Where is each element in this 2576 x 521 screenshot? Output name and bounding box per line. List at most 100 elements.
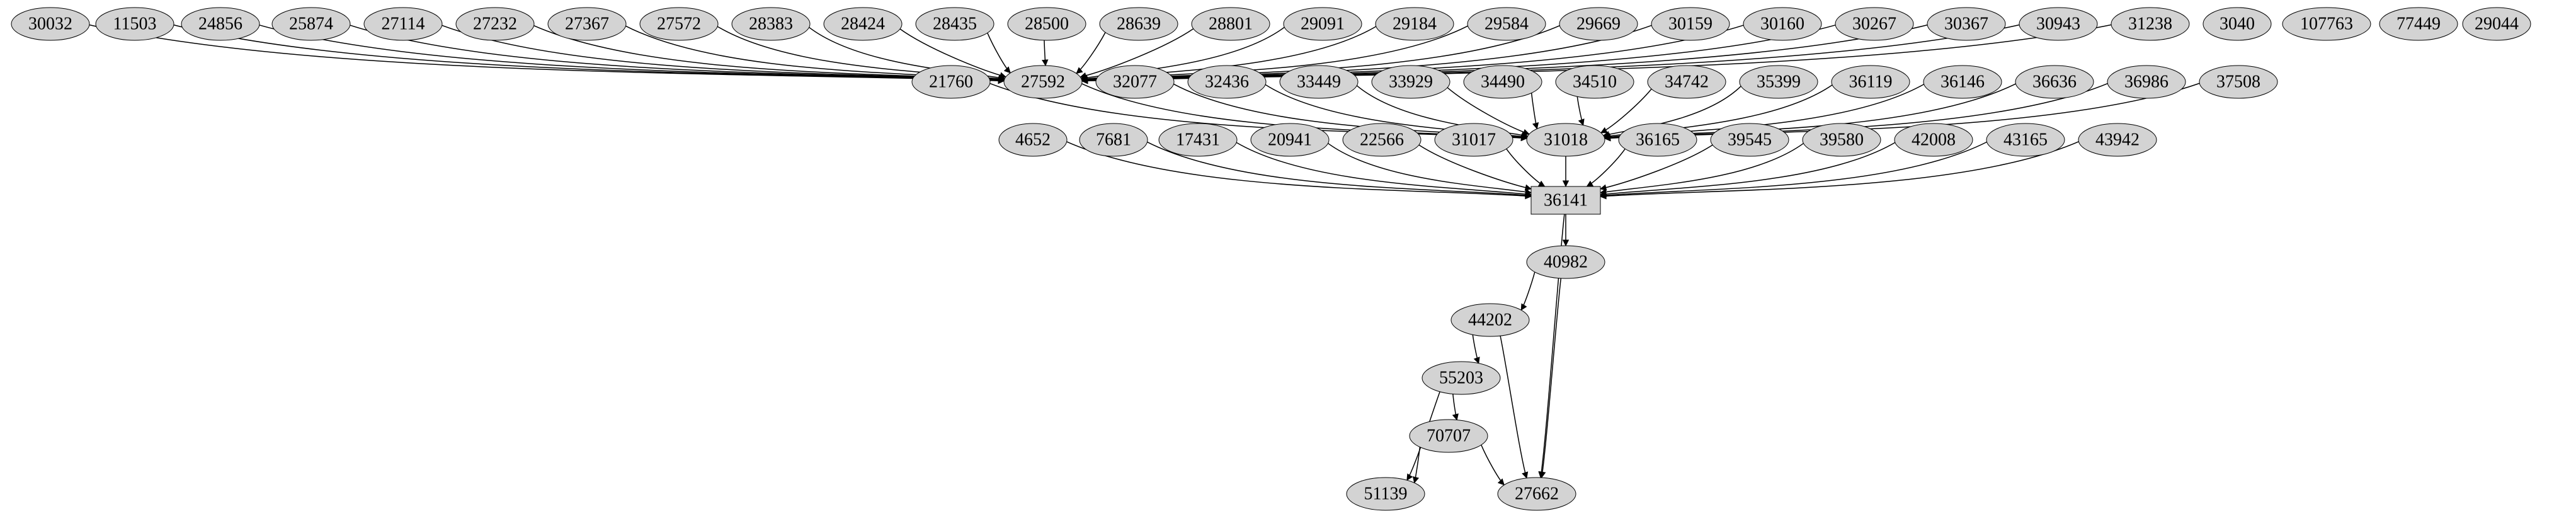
svg-text:33929: 33929: [1389, 72, 1433, 91]
edge-44202-to-27662: [1500, 336, 1527, 478]
svg-text:36119: 36119: [1849, 72, 1893, 91]
node-77449: 77449: [2379, 8, 2458, 40]
svg-text:25874: 25874: [289, 14, 333, 33]
svg-text:77449: 77449: [2396, 14, 2441, 33]
node-30159: 30159: [1651, 8, 1730, 40]
node-43165: 43165: [1986, 123, 2065, 156]
node-27367: 27367: [548, 8, 626, 40]
node-31018: 31018: [1527, 123, 1605, 156]
svg-text:24856: 24856: [198, 14, 242, 33]
svg-text:27572: 27572: [657, 14, 701, 33]
node-25874: 25874: [272, 8, 350, 40]
svg-text:28639: 28639: [1117, 14, 1161, 33]
edge-40982-to-44202: [1521, 272, 1535, 310]
node-28801: 28801: [1192, 8, 1270, 40]
svg-text:36141: 36141: [1544, 190, 1588, 210]
node-29184: 29184: [1376, 8, 1454, 40]
svg-text:39580: 39580: [1820, 130, 1864, 149]
svg-text:22566: 22566: [1360, 130, 1404, 149]
edge-36165-to-36141: [1587, 149, 1625, 186]
svg-text:36636: 36636: [2032, 72, 2077, 91]
node-29584: 29584: [1468, 8, 1546, 40]
node-55203: 55203: [1422, 362, 1500, 394]
svg-text:39545: 39545: [1728, 130, 1772, 149]
svg-text:17431: 17431: [1176, 130, 1220, 149]
svg-text:29044: 29044: [2475, 14, 2519, 33]
node-27114: 27114: [364, 8, 442, 40]
svg-text:31017: 31017: [1452, 130, 1496, 149]
svg-text:28435: 28435: [933, 14, 977, 33]
svg-text:20941: 20941: [1268, 130, 1312, 149]
node-36636: 36636: [2015, 66, 2094, 98]
edge-34490-to-31018: [1532, 93, 1537, 129]
svg-text:11503: 11503: [113, 14, 157, 33]
node-4652: 4652: [999, 123, 1067, 156]
node-36119: 36119: [1832, 66, 1910, 98]
svg-text:34490: 34490: [1481, 72, 1525, 91]
node-32436: 32436: [1188, 66, 1266, 98]
node-28424: 28424: [824, 8, 902, 40]
edge-40982-to-27662: [1542, 278, 1561, 478]
svg-text:32436: 32436: [1205, 72, 1249, 91]
svg-text:31238: 31238: [2128, 14, 2172, 33]
node-30032: 30032: [11, 8, 89, 40]
edge-28500-to-27592: [1044, 40, 1046, 66]
svg-text:36165: 36165: [1636, 130, 1680, 149]
node-36165: 36165: [1619, 123, 1697, 156]
svg-text:4652: 4652: [1015, 130, 1051, 149]
node-70707: 70707: [1410, 420, 1488, 452]
svg-text:34742: 34742: [1665, 72, 1709, 91]
node-3040: 3040: [2203, 8, 2271, 40]
svg-text:30943: 30943: [2036, 14, 2080, 33]
node-7681: 7681: [1080, 123, 1148, 156]
svg-text:27367: 27367: [565, 14, 609, 33]
svg-text:37508: 37508: [2216, 72, 2260, 91]
node-28435: 28435: [916, 8, 994, 40]
node-27592: 27592: [1004, 66, 1082, 98]
node-20941: 20941: [1251, 123, 1329, 156]
node-31017: 31017: [1435, 123, 1513, 156]
svg-text:29184: 29184: [1393, 14, 1437, 33]
svg-text:27114: 27114: [382, 14, 425, 33]
node-34742: 34742: [1648, 66, 1726, 98]
node-22566: 22566: [1343, 123, 1421, 156]
node-24856: 24856: [181, 8, 259, 40]
node-30943: 30943: [2019, 8, 2097, 40]
svg-text:42008: 42008: [1912, 130, 1956, 149]
node-29669: 29669: [1559, 8, 1638, 40]
svg-text:27592: 27592: [1021, 72, 1065, 91]
node-27232: 27232: [456, 8, 534, 40]
node-43942: 43942: [2078, 123, 2157, 156]
svg-text:28801: 28801: [1209, 14, 1253, 33]
svg-text:43942: 43942: [2095, 130, 2140, 149]
svg-text:7681: 7681: [1096, 130, 1131, 149]
svg-text:30267: 30267: [1852, 14, 1896, 33]
svg-text:33449: 33449: [1297, 72, 1341, 91]
edge-55203-to-70707: [1453, 394, 1457, 420]
svg-text:70707: 70707: [1427, 426, 1471, 445]
svg-text:43165: 43165: [2003, 130, 2048, 149]
edge-31017-to-36141: [1507, 149, 1545, 186]
svg-text:3040: 3040: [2220, 14, 2255, 33]
svg-text:29584: 29584: [1485, 14, 1529, 33]
node-37508: 37508: [2199, 66, 2277, 98]
svg-text:30032: 30032: [28, 14, 72, 33]
node-30367: 30367: [1927, 8, 2005, 40]
svg-text:32077: 32077: [1113, 72, 1157, 91]
svg-text:55203: 55203: [1439, 368, 1483, 387]
svg-text:40982: 40982: [1544, 252, 1588, 272]
node-21760: 21760: [912, 66, 990, 98]
node-39545: 39545: [1711, 123, 1789, 156]
node-33929: 33929: [1372, 66, 1450, 98]
node-11503: 11503: [96, 8, 174, 40]
svg-text:31018: 31018: [1544, 130, 1588, 149]
svg-text:28383: 28383: [749, 14, 793, 33]
edge-70707-to-27662: [1481, 445, 1504, 484]
node-30160: 30160: [1743, 8, 1821, 40]
svg-text:29669: 29669: [1576, 14, 1621, 33]
svg-text:30367: 30367: [1944, 14, 1988, 33]
node-29044: 29044: [2463, 8, 2531, 40]
node-17431: 17431: [1159, 123, 1237, 156]
node-27572: 27572: [640, 8, 718, 40]
edge-28639-to-27592: [1076, 32, 1105, 73]
